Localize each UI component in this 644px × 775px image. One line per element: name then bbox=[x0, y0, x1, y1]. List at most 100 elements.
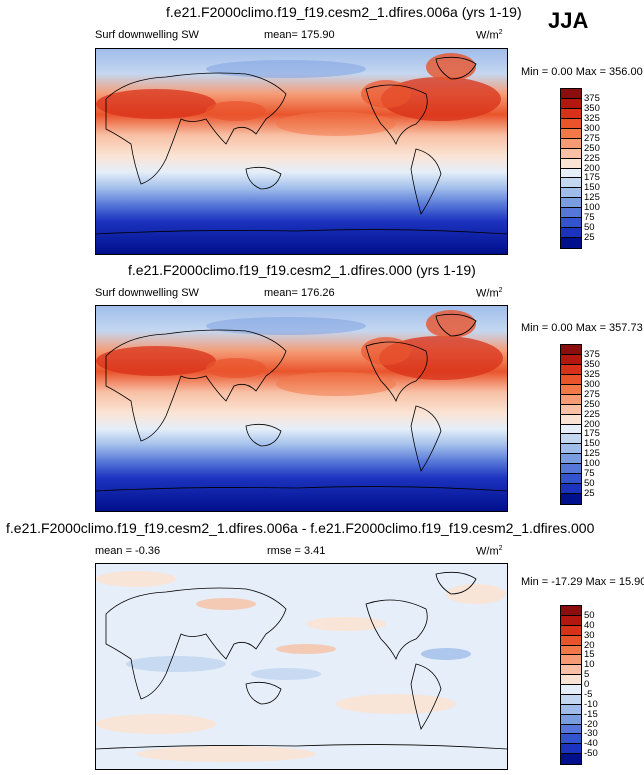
colorbar-tick-label: -30 bbox=[584, 728, 598, 740]
colorbar-tick-label: 225 bbox=[584, 152, 600, 164]
colorbar-swatch bbox=[561, 744, 581, 755]
colorbar-swatch bbox=[561, 424, 581, 435]
colorbar-tick-label: 40 bbox=[584, 619, 595, 631]
colorbar-swatch bbox=[561, 484, 581, 495]
colorbar-tick-label: 5 bbox=[584, 669, 590, 681]
panel3-map bbox=[95, 563, 508, 770]
colorbar-swatch bbox=[561, 138, 581, 149]
colorbar-swatch bbox=[561, 635, 581, 646]
colorbar-tick-label: 100 bbox=[584, 458, 600, 470]
colorbar-swatch bbox=[561, 218, 581, 229]
colorbar-swatch bbox=[561, 354, 581, 365]
colorbar-swatch bbox=[561, 345, 581, 355]
colorbar-swatch bbox=[561, 444, 581, 455]
colorbar-tick-label: 0 bbox=[584, 679, 590, 690]
colorbar-swatch bbox=[561, 464, 581, 475]
panel2-title: f.e21.F2000climo.f19_f19.cesm2_1.dfires.… bbox=[128, 262, 476, 278]
colorbar-tick-label: 25 bbox=[584, 232, 595, 244]
colorbar-swatch bbox=[561, 404, 581, 415]
panel3-rmse: rmse = 3.41 bbox=[267, 545, 326, 557]
panel1-variable: Surf downwelling SW bbox=[95, 29, 199, 41]
colorbar-tick-label: 375 bbox=[584, 92, 600, 104]
colorbar-tick-label: 350 bbox=[584, 358, 600, 370]
colorbar-swatch bbox=[561, 685, 581, 695]
panel1-range: Min = 0.00 Max = 356.00 bbox=[521, 66, 643, 78]
panel2-map-field bbox=[96, 306, 507, 511]
colorbar-tick-label: -20 bbox=[584, 718, 598, 730]
panel3-range: Min = -17.29 Max = 15.90 bbox=[521, 576, 644, 588]
colorbar-tick-label: 275 bbox=[584, 132, 600, 144]
panel2-units: W/m2 bbox=[476, 287, 503, 300]
colorbar-tick-label: 175 bbox=[584, 172, 600, 184]
colorbar-swatch bbox=[561, 208, 581, 219]
panel3-map-field bbox=[96, 564, 507, 769]
colorbar-tick-label: 25 bbox=[584, 488, 595, 500]
colorbar-swatch bbox=[561, 474, 581, 485]
colorbar-tick-label: 325 bbox=[584, 368, 600, 380]
colorbar-tick-label: 375 bbox=[584, 348, 600, 360]
colorbar-tick-label: 75 bbox=[584, 212, 595, 224]
panel1-map-field bbox=[96, 49, 507, 254]
colorbar-swatch bbox=[561, 494, 581, 504]
colorbar-swatch bbox=[561, 714, 581, 725]
colorbar-tick-label: 150 bbox=[584, 182, 600, 194]
colorbar-tick-label: 250 bbox=[584, 398, 600, 410]
panel3-title: f.e21.F2000climo.f19_f19.cesm2_1.dfires.… bbox=[6, 520, 595, 536]
colorbar-swatch bbox=[561, 675, 581, 685]
panel2-map bbox=[95, 305, 508, 512]
colorbar-tick-label: -10 bbox=[584, 698, 598, 710]
colorbar-tick-label: 175 bbox=[584, 428, 600, 440]
panel1-mean: mean= 175.90 bbox=[264, 29, 335, 41]
colorbar-tick-label: 250 bbox=[584, 142, 600, 154]
colorbar-tick-label: 200 bbox=[584, 418, 600, 430]
colorbar-swatch bbox=[561, 434, 581, 445]
colorbar-tick-label: 300 bbox=[584, 122, 600, 134]
panel2-mean: mean= 176.26 bbox=[264, 287, 335, 299]
colorbar-swatch bbox=[561, 118, 581, 129]
colorbar-tick-label: 50 bbox=[584, 478, 595, 490]
colorbar-tick-label: 30 bbox=[584, 629, 595, 641]
colorbar-swatch bbox=[561, 665, 581, 676]
panel1-map bbox=[95, 48, 508, 255]
panel2-colorbar bbox=[560, 344, 582, 505]
colorbar-tick-label: 10 bbox=[584, 659, 595, 671]
colorbar-swatch bbox=[561, 625, 581, 636]
colorbar-swatch bbox=[561, 704, 581, 715]
colorbar-swatch bbox=[561, 158, 581, 169]
colorbar-tick-label: 50 bbox=[584, 222, 595, 234]
colorbar-swatch bbox=[561, 754, 581, 764]
colorbar-tick-label: 125 bbox=[584, 192, 600, 204]
colorbar-swatch bbox=[561, 89, 581, 99]
colorbar-swatch bbox=[561, 108, 581, 119]
colorbar-swatch bbox=[561, 734, 581, 745]
colorbar-swatch bbox=[561, 414, 581, 425]
colorbar-swatch bbox=[561, 178, 581, 189]
colorbar-swatch bbox=[561, 655, 581, 666]
colorbar-tick-label: 225 bbox=[584, 408, 600, 420]
colorbar-tick-label: 20 bbox=[584, 639, 595, 651]
colorbar-tick-label: -50 bbox=[584, 748, 598, 760]
colorbar-swatch bbox=[561, 228, 581, 239]
colorbar-tick-label: 300 bbox=[584, 378, 600, 390]
colorbar-tick-label: 125 bbox=[584, 448, 600, 460]
colorbar-tick-label: 200 bbox=[584, 162, 600, 174]
panel3-colorbar bbox=[560, 605, 582, 765]
colorbar-swatch bbox=[561, 374, 581, 385]
colorbar-swatch bbox=[561, 724, 581, 735]
colorbar-swatch bbox=[561, 615, 581, 626]
panel3-mean: mean = -0.36 bbox=[95, 545, 161, 557]
colorbar-tick-label: -15 bbox=[584, 708, 598, 720]
colorbar-tick-label: 50 bbox=[584, 609, 595, 621]
colorbar-swatch bbox=[561, 645, 581, 656]
colorbar-tick-label: 275 bbox=[584, 388, 600, 400]
colorbar-tick-label: 350 bbox=[584, 102, 600, 114]
panel1-units: W/m2 bbox=[476, 29, 503, 42]
colorbar-swatch bbox=[561, 238, 581, 248]
colorbar-swatch bbox=[561, 128, 581, 139]
panel1-colorbar bbox=[560, 88, 582, 249]
colorbar-swatch bbox=[561, 188, 581, 199]
panel1-title: f.e21.F2000climo.f19_f19.cesm2_1.dfires.… bbox=[166, 4, 522, 20]
colorbar-swatch bbox=[561, 198, 581, 209]
panel2-range: Min = 0.00 Max = 357.73 bbox=[521, 322, 643, 334]
colorbar-swatch bbox=[561, 606, 581, 616]
